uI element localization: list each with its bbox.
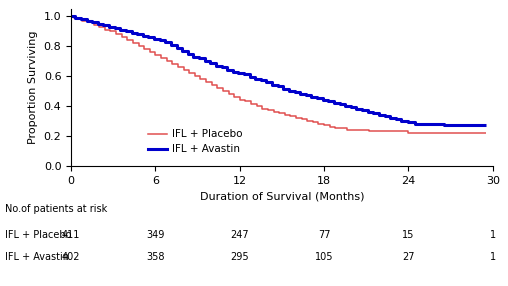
Text: 295: 295 <box>231 253 249 262</box>
Text: 15: 15 <box>402 230 415 239</box>
Text: 402: 402 <box>62 253 80 262</box>
Text: 1: 1 <box>490 230 496 239</box>
Text: 349: 349 <box>146 230 165 239</box>
Text: IFL + Placebo: IFL + Placebo <box>5 230 72 239</box>
Text: 358: 358 <box>146 253 165 262</box>
X-axis label: Duration of Survival (Months): Duration of Survival (Months) <box>200 191 364 201</box>
Text: 27: 27 <box>402 253 415 262</box>
Text: 1: 1 <box>490 253 496 262</box>
Text: 77: 77 <box>318 230 330 239</box>
Text: No.of patients at risk: No.of patients at risk <box>5 204 107 214</box>
Text: 105: 105 <box>315 253 333 262</box>
Text: IFL + Avastin: IFL + Avastin <box>5 253 69 262</box>
Legend: IFL + Placebo, IFL + Avastin: IFL + Placebo, IFL + Avastin <box>148 129 242 154</box>
Y-axis label: Proportion Surviving: Proportion Surviving <box>28 31 38 144</box>
Text: 247: 247 <box>231 230 249 239</box>
Text: 411: 411 <box>62 230 80 239</box>
